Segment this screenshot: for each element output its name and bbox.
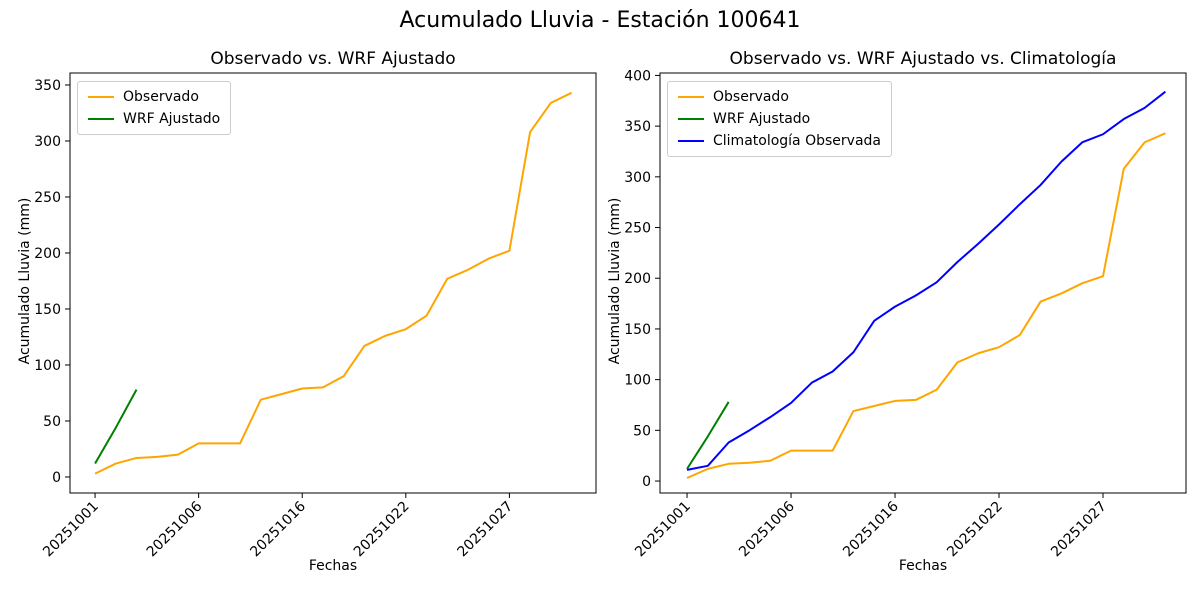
y-tick-label: 100 [34, 358, 61, 374]
series-line-climatologia-observada [686, 90, 1167, 471]
observado-line-swatch [88, 96, 114, 98]
wrf-ajustado-line-swatch [88, 118, 114, 120]
legend-label-observado: Observado [713, 89, 789, 105]
legend-item-wrf-ajustado: WRF Ajustado [678, 111, 881, 127]
legend-item-wrf-ajustado: WRF Ajustado [88, 111, 220, 127]
y-tick-label: 0 [642, 474, 651, 490]
y-tick-label: 100 [624, 373, 651, 389]
series-line-wrf-ajustado [686, 401, 730, 470]
x-tick-label: 20251027 [1048, 499, 1110, 561]
legend-label-climatologia: Climatología Observada [713, 133, 881, 149]
y-tick-label: 250 [34, 190, 61, 206]
series-line-wrf-ajustado [94, 389, 138, 465]
x-tick-label: 20251006 [144, 498, 206, 560]
x-tick-label: 20251022 [944, 499, 1006, 561]
observado-line-swatch [678, 96, 704, 98]
y-tick-label: 250 [624, 221, 651, 237]
series-line-observado [94, 91, 572, 475]
x-tick-label: 20251027 [455, 499, 517, 561]
subplot-right-title: Observado vs. WRF Ajustado vs. Climatolo… [729, 49, 1117, 69]
y-tick-label: 50 [43, 414, 61, 430]
series-line-observado [686, 132, 1166, 479]
y-tick-label: 350 [624, 119, 651, 135]
legend-label-wrf-ajustado: WRF Ajustado [713, 111, 811, 127]
y-tick-label: 400 [624, 68, 651, 84]
climatologia-line-swatch [678, 140, 704, 142]
x-tick-label: 20251001 [40, 499, 102, 561]
subplot-left-xlabel: Fechas [308, 558, 358, 574]
y-tick-label: 200 [34, 246, 61, 262]
x-tick-label: 20251016 [247, 498, 309, 560]
legend-item-climatologia: Climatología Observada [678, 133, 881, 149]
legend-item-observado: Observado [678, 89, 881, 105]
y-tick-label: 300 [34, 134, 61, 150]
legend-item-observado: Observado [88, 89, 220, 105]
y-tick-label: 0 [52, 470, 61, 486]
subplot-left-title: Observado vs. WRF Ajustado [210, 49, 456, 69]
y-tick-label: 150 [624, 322, 651, 338]
x-tick-label: 20251001 [632, 499, 694, 561]
axes-frame [659, 72, 1187, 494]
x-tick-label: 20251016 [840, 498, 902, 560]
wrf-ajustado-line-swatch [678, 118, 704, 120]
x-tick-label: 20251022 [351, 499, 413, 561]
y-tick-label: 300 [624, 170, 651, 186]
y-tick-label: 150 [34, 302, 61, 318]
legend-label-wrf-ajustado: WRF Ajustado [123, 111, 221, 127]
legend-left: Observado WRF Ajustado [77, 81, 232, 135]
axes-frame [69, 72, 597, 494]
y-tick-label: 50 [633, 423, 651, 439]
figure-suptitle: Acumulado Lluvia - Estación 100641 [399, 8, 801, 33]
legend-right: Observado WRF Ajustado Climatología Obse… [667, 81, 892, 157]
legend-label-observado: Observado [123, 89, 199, 105]
y-tick-label: 350 [34, 78, 61, 94]
y-tick-label: 200 [624, 271, 651, 287]
x-tick-label: 20251006 [736, 498, 798, 560]
subplot-right-xlabel: Fechas [898, 558, 948, 574]
